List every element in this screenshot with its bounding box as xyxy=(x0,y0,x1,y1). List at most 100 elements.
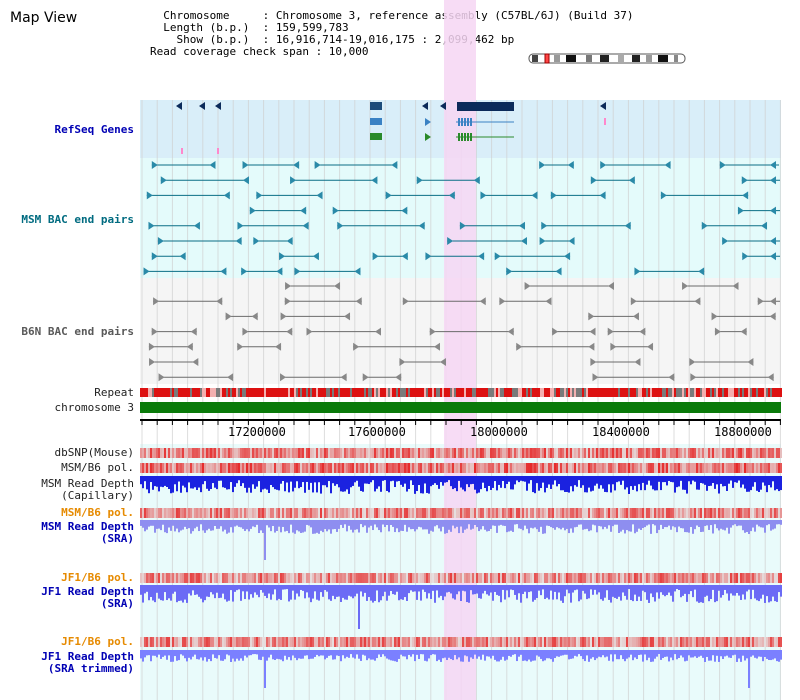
heat-bin xyxy=(718,573,720,583)
heat-bin xyxy=(346,637,348,647)
repeat-bin xyxy=(348,388,350,397)
heat-bin xyxy=(320,463,322,473)
heat-bin xyxy=(540,508,542,518)
depth-bin xyxy=(646,585,648,600)
heat-bin xyxy=(602,448,604,458)
depth-bin xyxy=(742,520,744,531)
depth-bin xyxy=(256,650,258,655)
heat-bin xyxy=(424,463,426,473)
depth-bin xyxy=(168,585,170,599)
heat-bin xyxy=(282,637,284,647)
heat-bin xyxy=(770,573,772,583)
depth-bin xyxy=(754,520,756,532)
depth-bin xyxy=(516,476,518,481)
heat-bin xyxy=(478,463,480,473)
depth-bin xyxy=(680,476,682,481)
bac-end xyxy=(719,161,726,169)
repeat-bin xyxy=(228,388,230,397)
heat-bin xyxy=(658,637,660,647)
depth-bin xyxy=(272,585,274,595)
depth-bin xyxy=(772,650,774,660)
heat-bin xyxy=(472,448,474,458)
repeat-bin xyxy=(724,388,726,397)
heat-bin xyxy=(350,448,352,458)
heat-bin xyxy=(286,508,288,518)
depth-bin xyxy=(230,520,232,528)
depth-bin xyxy=(418,585,420,592)
heat-bin xyxy=(768,573,770,583)
heat-bin xyxy=(654,573,656,583)
heat-bin xyxy=(144,637,146,647)
depth-bin xyxy=(354,520,356,530)
depth-bin xyxy=(378,585,380,603)
depth-bin xyxy=(588,585,590,599)
bac-end xyxy=(473,176,480,185)
heat-bin xyxy=(466,637,468,647)
depth-bin xyxy=(632,650,634,661)
depth-bin xyxy=(470,585,472,591)
depth-bin xyxy=(250,650,252,656)
heat-bin xyxy=(430,463,432,473)
depth-bin xyxy=(402,585,404,600)
heat-bin xyxy=(278,508,280,518)
msm-bac-track[interactable] xyxy=(143,161,780,276)
depth-bin xyxy=(476,650,478,659)
depth-bin xyxy=(382,476,384,481)
chromosome-ideogram[interactable] xyxy=(528,52,688,66)
bac-end xyxy=(742,252,749,261)
refseq-genes-track[interactable] xyxy=(176,102,606,154)
depth-bin xyxy=(328,585,330,600)
depth-bin xyxy=(640,650,642,655)
heat-bin xyxy=(510,637,512,647)
depth-bin xyxy=(256,520,258,525)
repeat-bin xyxy=(720,388,722,397)
depth-bin xyxy=(408,476,410,489)
depth-bin xyxy=(528,476,530,484)
heat-bin xyxy=(566,637,568,647)
depth-bin xyxy=(180,585,182,601)
heat-bin xyxy=(560,463,562,473)
b6n-bac-track[interactable] xyxy=(148,282,780,382)
depth-bin xyxy=(300,476,302,488)
depth-bin xyxy=(660,476,662,491)
heat-bin xyxy=(438,463,440,473)
heat-bin xyxy=(668,463,670,473)
depth-bin xyxy=(776,650,778,662)
depth-bin xyxy=(196,520,198,527)
depth-bin xyxy=(244,476,246,488)
heat-bin xyxy=(426,508,428,518)
heat-bin xyxy=(530,448,532,458)
heat-bin xyxy=(450,508,452,518)
repeat-bin xyxy=(464,388,466,397)
depth-bin xyxy=(190,650,192,660)
heat-bin xyxy=(288,448,290,458)
heat-bin xyxy=(454,573,456,583)
bac-end xyxy=(447,237,454,245)
heat-bin xyxy=(312,573,314,583)
repeat-bin xyxy=(168,388,170,397)
heat-bin xyxy=(214,508,216,518)
depth-bin xyxy=(344,476,346,492)
depth-bin xyxy=(616,585,618,599)
heat-bin xyxy=(774,463,776,473)
depth-bin xyxy=(756,476,758,491)
repeat-bin xyxy=(486,388,488,397)
heat-bin xyxy=(178,573,180,583)
heat-bin xyxy=(638,448,640,458)
heat-bin xyxy=(184,463,186,473)
depth-bin xyxy=(278,650,280,660)
repeat-bin xyxy=(750,388,752,397)
heat-bin xyxy=(254,448,256,458)
heat-bin xyxy=(186,463,188,473)
depth-bin xyxy=(338,650,340,657)
heat-bin xyxy=(318,508,320,518)
heat-bin xyxy=(778,637,780,647)
heat-bin xyxy=(254,463,256,473)
bac-end xyxy=(664,161,671,169)
heat-bin xyxy=(642,508,644,518)
depth-bin xyxy=(492,585,494,601)
depth-bin xyxy=(554,650,556,659)
heat-bin xyxy=(682,508,684,518)
bac-end xyxy=(353,342,360,351)
